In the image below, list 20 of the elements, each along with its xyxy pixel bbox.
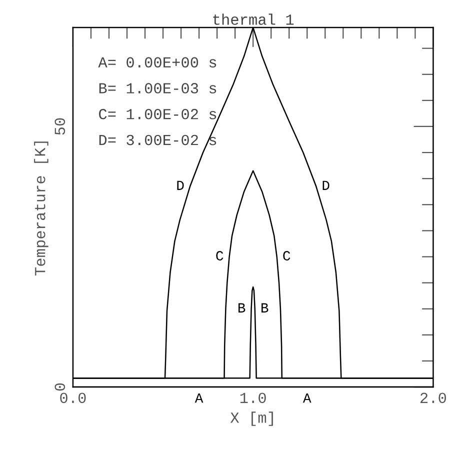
y-axis-title: Temperature [K]: [34, 142, 48, 276]
x-tick-label: 2.0: [420, 392, 446, 404]
series-label: D: [177, 180, 184, 190]
text: D: [322, 180, 330, 190]
series-label: A: [194, 393, 204, 403]
text: C: [283, 251, 290, 260]
series-label: C: [216, 251, 224, 260]
text: B: [262, 303, 268, 312]
y-tick-label: 0: [54, 383, 66, 391]
annotation: A= 0.00E+00 s: [98, 57, 216, 68]
x-tick-label: 1.0: [240, 392, 266, 404]
x-axis-title: X [m]: [230, 412, 273, 426]
series-label: B: [238, 303, 246, 312]
x-tick-label: 0.0: [60, 392, 86, 404]
chart-title: thermal 1: [213, 14, 294, 25]
annotation: C= 1.00E-02 s: [99, 108, 216, 120]
text: A: [302, 393, 312, 403]
y-tick-label: 50: [54, 118, 66, 135]
annotation: D= 3.00E-02 s: [99, 134, 216, 146]
annotation: B= 1.00E-03 s: [99, 83, 216, 94]
